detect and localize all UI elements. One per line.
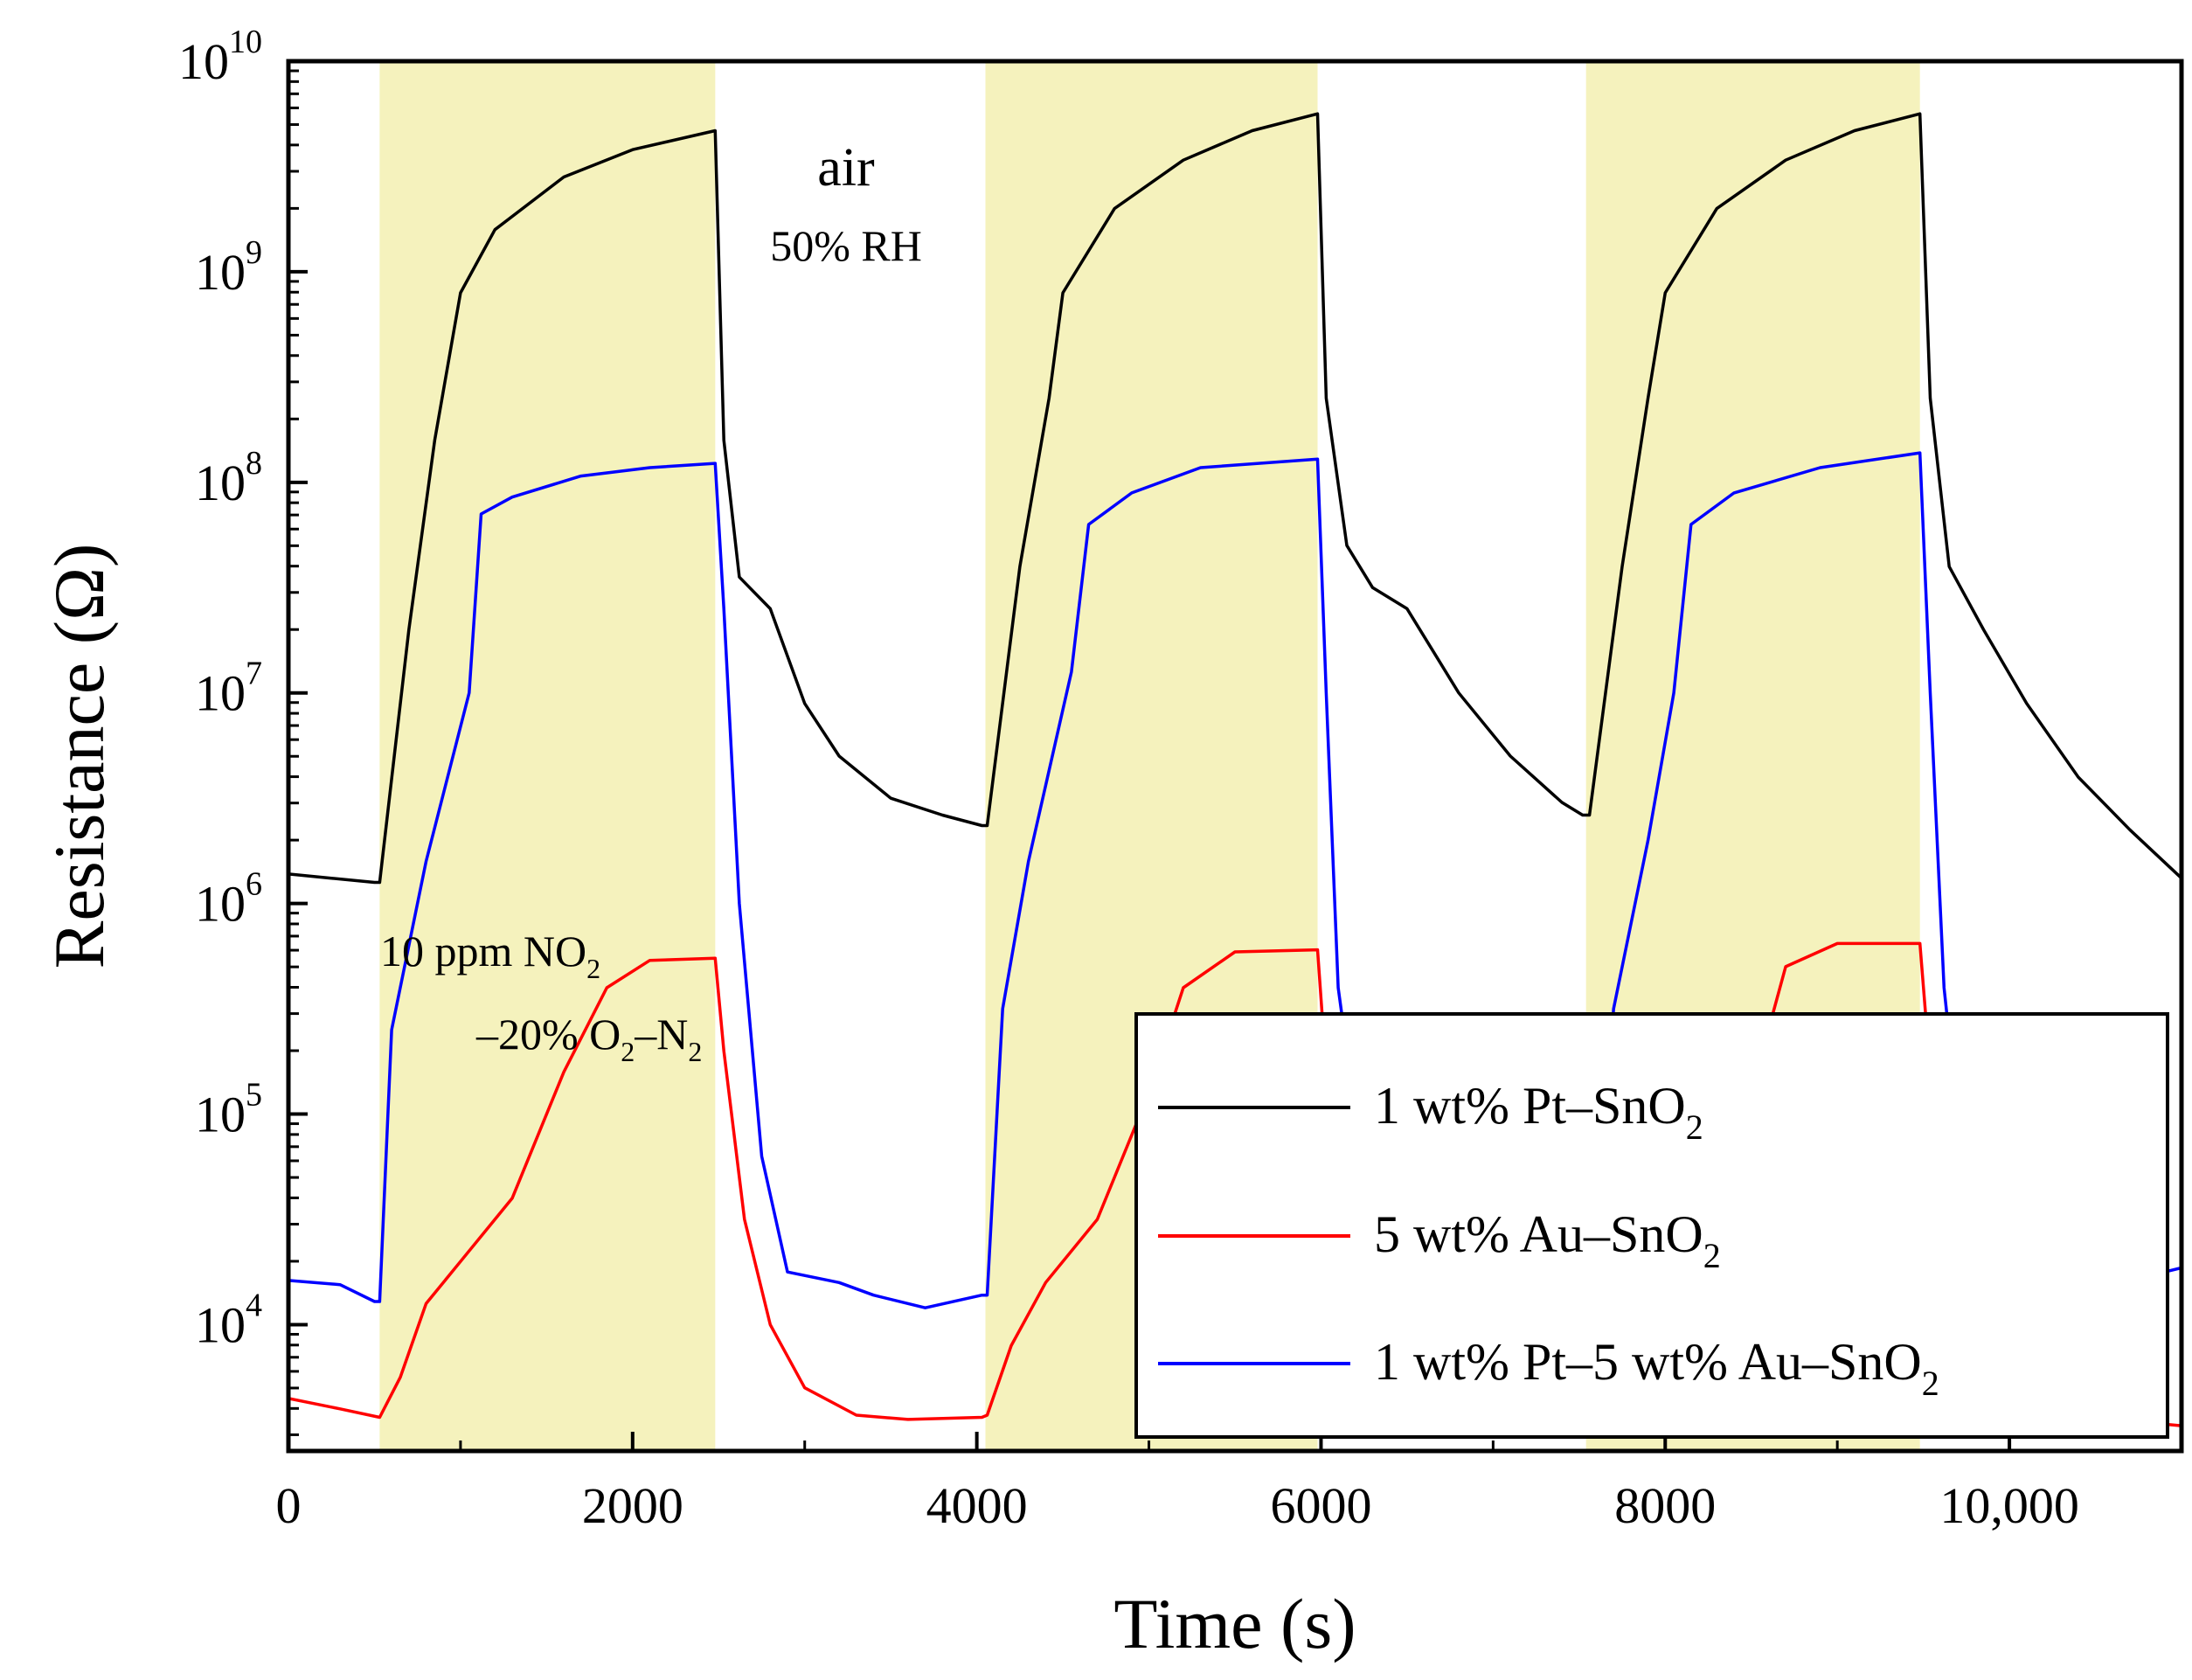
y-axis-title: Resistance (Ω) <box>39 544 119 969</box>
x-axis-title: Time (s) <box>1113 1584 1356 1663</box>
annotation-gas2-a: –20% O <box>475 1010 621 1059</box>
y-tick-label: 1010 <box>178 24 262 90</box>
x-tick-label: 6000 <box>1270 1477 1371 1534</box>
annotation-gas-line2: –20% O2–N2 <box>475 1010 702 1067</box>
x-tick-label: 10,000 <box>1939 1477 2079 1534</box>
x-tick-label: 2000 <box>582 1477 683 1534</box>
y-tick-label: 106 <box>195 866 262 933</box>
exposure-band-1 <box>379 61 716 1451</box>
annotation-gas-line1: 10 ppm NO2 <box>380 927 600 984</box>
annotation-gas2-b: –N <box>634 1010 688 1059</box>
y-tick-label: 108 <box>195 445 262 511</box>
y-tick-label: 107 <box>195 656 262 722</box>
x-axis-ticks: 0 2000 4000 6000 8000 10,000 <box>276 1432 2079 1534</box>
y-tick-label: 109 <box>195 234 262 301</box>
annotation-air: air <box>817 138 875 198</box>
y-tick-label: 105 <box>195 1077 262 1143</box>
y-tick-label: 104 <box>195 1287 262 1353</box>
legend-label-2: 5 wt% Au–SnO2 <box>1374 1205 1721 1275</box>
annotation-gas-sub: 2 <box>586 953 600 984</box>
legend-label-3: 1 wt% Pt–5 wt% Au–SnO2 <box>1374 1333 1939 1403</box>
annotation-gas2-sub2: 2 <box>688 1036 702 1067</box>
annotation-gas2-sub1: 2 <box>621 1036 635 1067</box>
x-tick-label: 0 <box>276 1477 302 1534</box>
legend-box <box>1134 1012 2169 1439</box>
annotation-rh: 50% RH <box>770 221 922 270</box>
exposure-bands <box>379 61 1920 1451</box>
series-line-3 <box>288 451 2182 1316</box>
annotation-gas-main: 10 ppm NO <box>380 927 586 975</box>
legend: 1 wt% Pt–SnO2 5 wt% Au–SnO2 1 wt% Pt–5 wt%… <box>1134 1012 2169 1439</box>
series-line-1 <box>288 112 2182 885</box>
y-axis-ticks: 104 105 106 107 108 109 1010 <box>178 24 308 1436</box>
x-tick-label: 8000 <box>1614 1477 1716 1534</box>
legend-label-1: 1 wt% Pt–SnO2 <box>1374 1077 1703 1147</box>
x-tick-label: 4000 <box>926 1477 1028 1534</box>
